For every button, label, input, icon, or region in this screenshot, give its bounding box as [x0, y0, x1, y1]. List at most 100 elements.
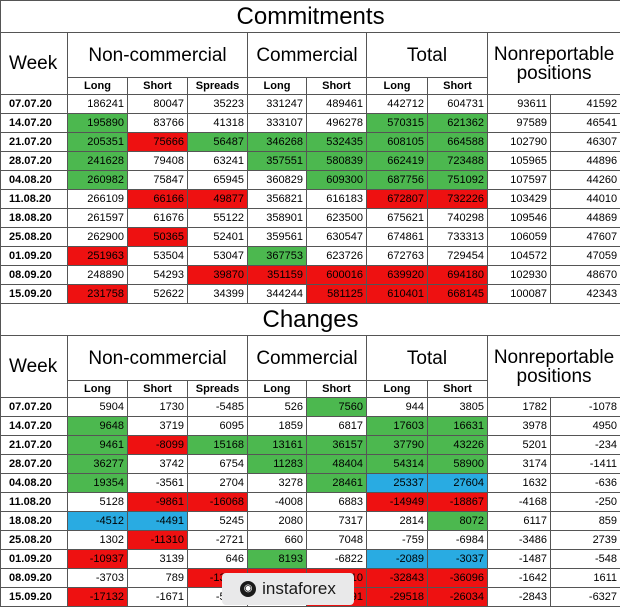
col-header: Spreads: [188, 381, 248, 398]
value-cell: -1487: [488, 550, 551, 569]
week-date: 15.09.20: [1, 588, 68, 607]
value-cell: -250: [551, 493, 620, 512]
week-date: 25.08.20: [1, 228, 68, 247]
value-cell: 333107: [248, 114, 307, 133]
value-cell: 104572: [488, 247, 551, 266]
value-cell: -636: [551, 474, 620, 493]
value-cell: 6883: [307, 493, 367, 512]
value-cell: 3742: [128, 455, 188, 474]
value-cell: 52401: [188, 228, 248, 247]
instaforex-logo-icon: ◉: [240, 581, 256, 597]
value-cell: 103429: [488, 190, 551, 209]
value-cell: -18867: [428, 493, 488, 512]
week-date: 04.08.20: [1, 171, 68, 190]
value-cell: 623726: [307, 247, 367, 266]
value-cell: -6327: [551, 588, 620, 607]
week-date: 25.08.20: [1, 531, 68, 550]
value-cell: 358901: [248, 209, 307, 228]
total-header: Total: [367, 336, 488, 381]
value-cell: 46307: [551, 133, 620, 152]
value-cell: -548: [551, 550, 620, 569]
value-cell: 56487: [188, 133, 248, 152]
value-cell: 44869: [551, 209, 620, 228]
value-cell: 6754: [188, 455, 248, 474]
value-cell: 28461: [307, 474, 367, 493]
value-cell: 63241: [188, 152, 248, 171]
value-cell: -2089: [367, 550, 428, 569]
changes-title: Changes: [1, 304, 620, 336]
value-cell: 723488: [428, 152, 488, 171]
value-cell: 733313: [428, 228, 488, 247]
value-cell: 55122: [188, 209, 248, 228]
value-cell: 8072: [428, 512, 488, 531]
value-cell: 79408: [128, 152, 188, 171]
commercial-header: Commercial: [248, 33, 367, 78]
value-cell: 496278: [307, 114, 367, 133]
value-cell: 623500: [307, 209, 367, 228]
value-cell: 36157: [307, 436, 367, 455]
value-cell: 7560: [307, 398, 367, 417]
value-cell: -6984: [428, 531, 488, 550]
value-cell: 7048: [307, 531, 367, 550]
value-cell: -32843: [367, 569, 428, 588]
value-cell: 52622: [128, 285, 188, 304]
value-cell: -4008: [248, 493, 307, 512]
week-date: 14.07.20: [1, 417, 68, 436]
value-cell: 6817: [307, 417, 367, 436]
value-cell: -16068: [188, 493, 248, 512]
nonreportable-header: Nonreportable positions: [488, 336, 620, 398]
col-header: Short: [128, 78, 188, 95]
value-cell: 36277: [68, 455, 128, 474]
value-cell: 442712: [367, 95, 428, 114]
value-cell: 107597: [488, 171, 551, 190]
value-cell: 3805: [428, 398, 488, 417]
value-cell: 3139: [128, 550, 188, 569]
value-cell: 6095: [188, 417, 248, 436]
week-date: 08.09.20: [1, 569, 68, 588]
value-cell: -4168: [488, 493, 551, 512]
instaforex-watermark: ◉ instaforex: [222, 573, 354, 605]
week-date: 28.07.20: [1, 455, 68, 474]
col-header: Short: [128, 381, 188, 398]
value-cell: 604731: [428, 95, 488, 114]
week-date: 11.08.20: [1, 190, 68, 209]
week-date: 08.09.20: [1, 266, 68, 285]
value-cell: 251963: [68, 247, 128, 266]
value-cell: 1632: [488, 474, 551, 493]
value-cell: -1078: [551, 398, 620, 417]
value-cell: 1611: [551, 569, 620, 588]
value-cell: 5128: [68, 493, 128, 512]
value-cell: 100087: [488, 285, 551, 304]
col-header: Long: [68, 78, 128, 95]
value-cell: 15168: [188, 436, 248, 455]
value-cell: -2843: [488, 588, 551, 607]
commercial-header: Commercial: [248, 336, 367, 381]
col-header: Long: [367, 381, 428, 398]
value-cell: 662419: [367, 152, 428, 171]
value-cell: 5245: [188, 512, 248, 531]
value-cell: 266109: [68, 190, 128, 209]
value-cell: -11310: [128, 531, 188, 550]
value-cell: 526: [248, 398, 307, 417]
value-cell: 729454: [428, 247, 488, 266]
watermark-brand: instaforex: [262, 579, 336, 599]
value-cell: 261597: [68, 209, 128, 228]
value-cell: 1730: [128, 398, 188, 417]
value-cell: 751092: [428, 171, 488, 190]
value-cell: 6117: [488, 512, 551, 531]
value-cell: -10937: [68, 550, 128, 569]
value-cell: 39870: [188, 266, 248, 285]
week-date: 21.07.20: [1, 436, 68, 455]
value-cell: 49877: [188, 190, 248, 209]
value-cell: 687756: [367, 171, 428, 190]
value-cell: 75847: [128, 171, 188, 190]
value-cell: 53047: [188, 247, 248, 266]
